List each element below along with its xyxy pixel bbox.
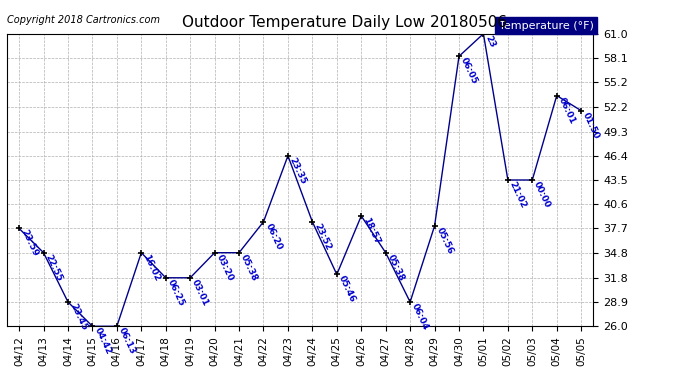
Text: 05:56: 05:56 — [435, 226, 455, 256]
Text: 06:20: 06:20 — [264, 222, 284, 251]
Text: 21:02: 21:02 — [508, 180, 528, 210]
Text: 23:35: 23:35 — [288, 156, 308, 186]
Text: 23:59: 23:59 — [19, 228, 39, 258]
Text: Temperature (°F): Temperature (°F) — [498, 21, 593, 31]
Text: 06:25: 06:25 — [166, 278, 186, 308]
Text: 23: 23 — [484, 34, 497, 49]
Text: 05:38: 05:38 — [239, 253, 259, 282]
Text: 05:38: 05:38 — [386, 253, 406, 282]
Text: 00:00: 00:00 — [532, 180, 553, 209]
Text: 05:46: 05:46 — [337, 274, 357, 304]
Text: 06:01: 06:01 — [557, 96, 577, 125]
Text: 01:50: 01:50 — [581, 111, 601, 140]
Text: 23:45: 23:45 — [68, 302, 88, 332]
Text: 06:13: 06:13 — [117, 326, 137, 356]
Text: 04:42: 04:42 — [92, 326, 112, 356]
Text: 03:01: 03:01 — [190, 278, 210, 307]
Text: 06:04: 06:04 — [410, 302, 431, 332]
Text: 22:55: 22:55 — [43, 253, 63, 282]
Text: 03:20: 03:20 — [215, 253, 235, 282]
Text: 16:02: 16:02 — [141, 253, 161, 282]
Text: 18:57: 18:57 — [362, 216, 382, 246]
Text: Copyright 2018 Cartronics.com: Copyright 2018 Cartronics.com — [7, 15, 160, 25]
Text: Outdoor Temperature Daily Low 20180506: Outdoor Temperature Daily Low 20180506 — [182, 15, 508, 30]
Text: 06:05: 06:05 — [459, 56, 479, 86]
Text: 23:52: 23:52 — [313, 222, 333, 252]
